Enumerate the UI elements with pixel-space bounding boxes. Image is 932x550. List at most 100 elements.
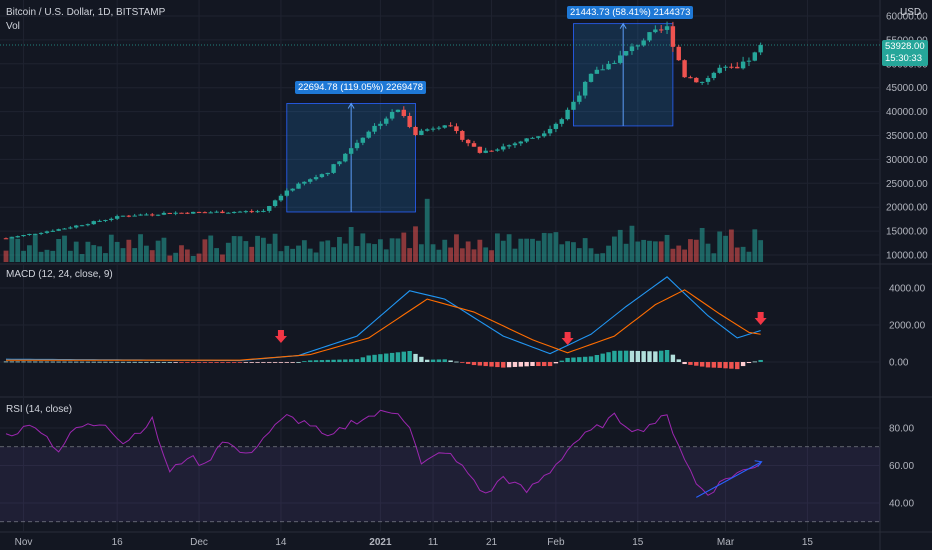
volume-bar bbox=[38, 251, 44, 262]
volume-bar bbox=[740, 246, 746, 262]
volume-bar bbox=[9, 236, 15, 262]
volume-bar bbox=[313, 252, 319, 262]
volume-bar bbox=[612, 236, 617, 262]
volume-bar bbox=[489, 250, 494, 262]
macd-histogram-bar bbox=[735, 362, 740, 370]
candle-body bbox=[74, 225, 79, 228]
volume-bar bbox=[418, 244, 424, 262]
volume-bar bbox=[459, 248, 465, 262]
macd-histogram-bar bbox=[249, 362, 254, 363]
price-tag: 53928.00 15:30:33 bbox=[882, 40, 928, 66]
candle-body bbox=[536, 136, 541, 138]
candle-body bbox=[425, 129, 430, 131]
candle-body bbox=[191, 211, 196, 214]
macd-histogram-bar bbox=[208, 362, 213, 363]
macd-histogram-bar bbox=[360, 357, 366, 362]
volume-bar bbox=[588, 248, 594, 262]
macd-histogram-bar bbox=[366, 355, 371, 362]
volume-bar bbox=[442, 239, 448, 262]
macd-histogram-bar bbox=[547, 362, 553, 367]
volume-bar bbox=[535, 240, 541, 262]
macd-histogram-bar bbox=[582, 356, 588, 362]
macd-histogram-bar bbox=[530, 362, 535, 367]
macd-tick-label: 4000.00 bbox=[889, 284, 926, 295]
macd-histogram-bar bbox=[21, 361, 26, 363]
macd-histogram-bar bbox=[15, 361, 20, 363]
candle-body bbox=[752, 52, 757, 61]
volume-bar bbox=[243, 241, 249, 262]
volume-bar bbox=[746, 251, 752, 262]
macd-histogram-bar bbox=[559, 360, 564, 362]
measure-label-1: 22694.78 (119.05%) 2269478 bbox=[295, 81, 427, 94]
candle-body bbox=[85, 224, 91, 226]
candle-body bbox=[261, 210, 266, 212]
volume-bar bbox=[652, 241, 658, 262]
macd-histogram-bar bbox=[641, 351, 646, 362]
volume-bar bbox=[196, 253, 202, 262]
volume-bar bbox=[547, 233, 553, 262]
candle-body bbox=[594, 69, 600, 74]
candle-body bbox=[348, 148, 354, 154]
macd-histogram-bar bbox=[676, 359, 681, 362]
candle-body bbox=[448, 125, 453, 127]
candle-body bbox=[173, 212, 178, 214]
volume-bar bbox=[21, 250, 26, 262]
volume-bar bbox=[366, 243, 372, 262]
macd-histogram-bar bbox=[389, 352, 395, 362]
candle-body bbox=[360, 137, 366, 143]
volume-bar bbox=[658, 241, 664, 262]
candle-body bbox=[694, 77, 699, 83]
candle-body bbox=[3, 238, 9, 240]
volume-bar bbox=[682, 249, 687, 262]
candle-body bbox=[68, 227, 73, 229]
candle-body bbox=[471, 143, 477, 147]
macd-histogram-bar bbox=[343, 359, 348, 362]
time-tick-label: 15 bbox=[632, 537, 644, 548]
candle-body bbox=[319, 174, 325, 178]
candle-body bbox=[740, 61, 746, 69]
candle-body bbox=[729, 66, 734, 68]
macd-histogram-bar bbox=[717, 362, 722, 368]
macd-histogram-bar bbox=[465, 362, 471, 364]
candle-body bbox=[179, 212, 184, 214]
candle-body bbox=[588, 73, 594, 82]
macd-histogram-bar bbox=[202, 362, 208, 363]
volume-bar bbox=[524, 238, 530, 262]
macd-histogram-bar bbox=[740, 362, 746, 367]
candle-body bbox=[395, 109, 401, 112]
candle-body bbox=[144, 214, 149, 216]
macd-histogram-bar bbox=[442, 359, 447, 362]
volume-bar bbox=[717, 231, 723, 262]
volume-bar bbox=[319, 241, 325, 262]
candle-body bbox=[477, 146, 483, 153]
macd-histogram-bar bbox=[27, 361, 32, 363]
candle-body bbox=[114, 216, 120, 219]
volume-bar bbox=[50, 250, 56, 262]
volume-bar bbox=[407, 248, 413, 262]
macd-histogram-bar bbox=[191, 362, 196, 363]
candle-body bbox=[79, 225, 85, 227]
volume-bar bbox=[126, 239, 132, 262]
price-tag-countdown: 15:30:33 bbox=[885, 53, 922, 64]
candle-body bbox=[138, 214, 143, 216]
candle-body bbox=[559, 119, 564, 124]
macd-title: MACD (12, 24, close, 9) bbox=[6, 269, 113, 280]
macd-histogram-bar bbox=[635, 350, 640, 362]
time-tick-label: 14 bbox=[275, 537, 287, 548]
macd-histogram-bar bbox=[91, 361, 96, 363]
volume-bar bbox=[202, 239, 208, 262]
volume-bar bbox=[97, 246, 102, 262]
macd-histogram-bar bbox=[512, 362, 518, 367]
macd-histogram-bar bbox=[629, 350, 635, 362]
macd-histogram-bar bbox=[699, 362, 705, 367]
macd-histogram-bar bbox=[460, 362, 465, 363]
candle-body bbox=[366, 131, 371, 138]
volume-bar bbox=[67, 250, 73, 262]
volume-bar bbox=[530, 238, 535, 262]
macd-histogram-bar bbox=[68, 361, 73, 363]
volume-bar bbox=[617, 229, 623, 262]
candle-body bbox=[354, 142, 360, 149]
chart-title: Bitcoin / U.S. Dollar, 1D, BITSTAMP bbox=[6, 7, 166, 18]
volume-bar bbox=[307, 248, 313, 262]
